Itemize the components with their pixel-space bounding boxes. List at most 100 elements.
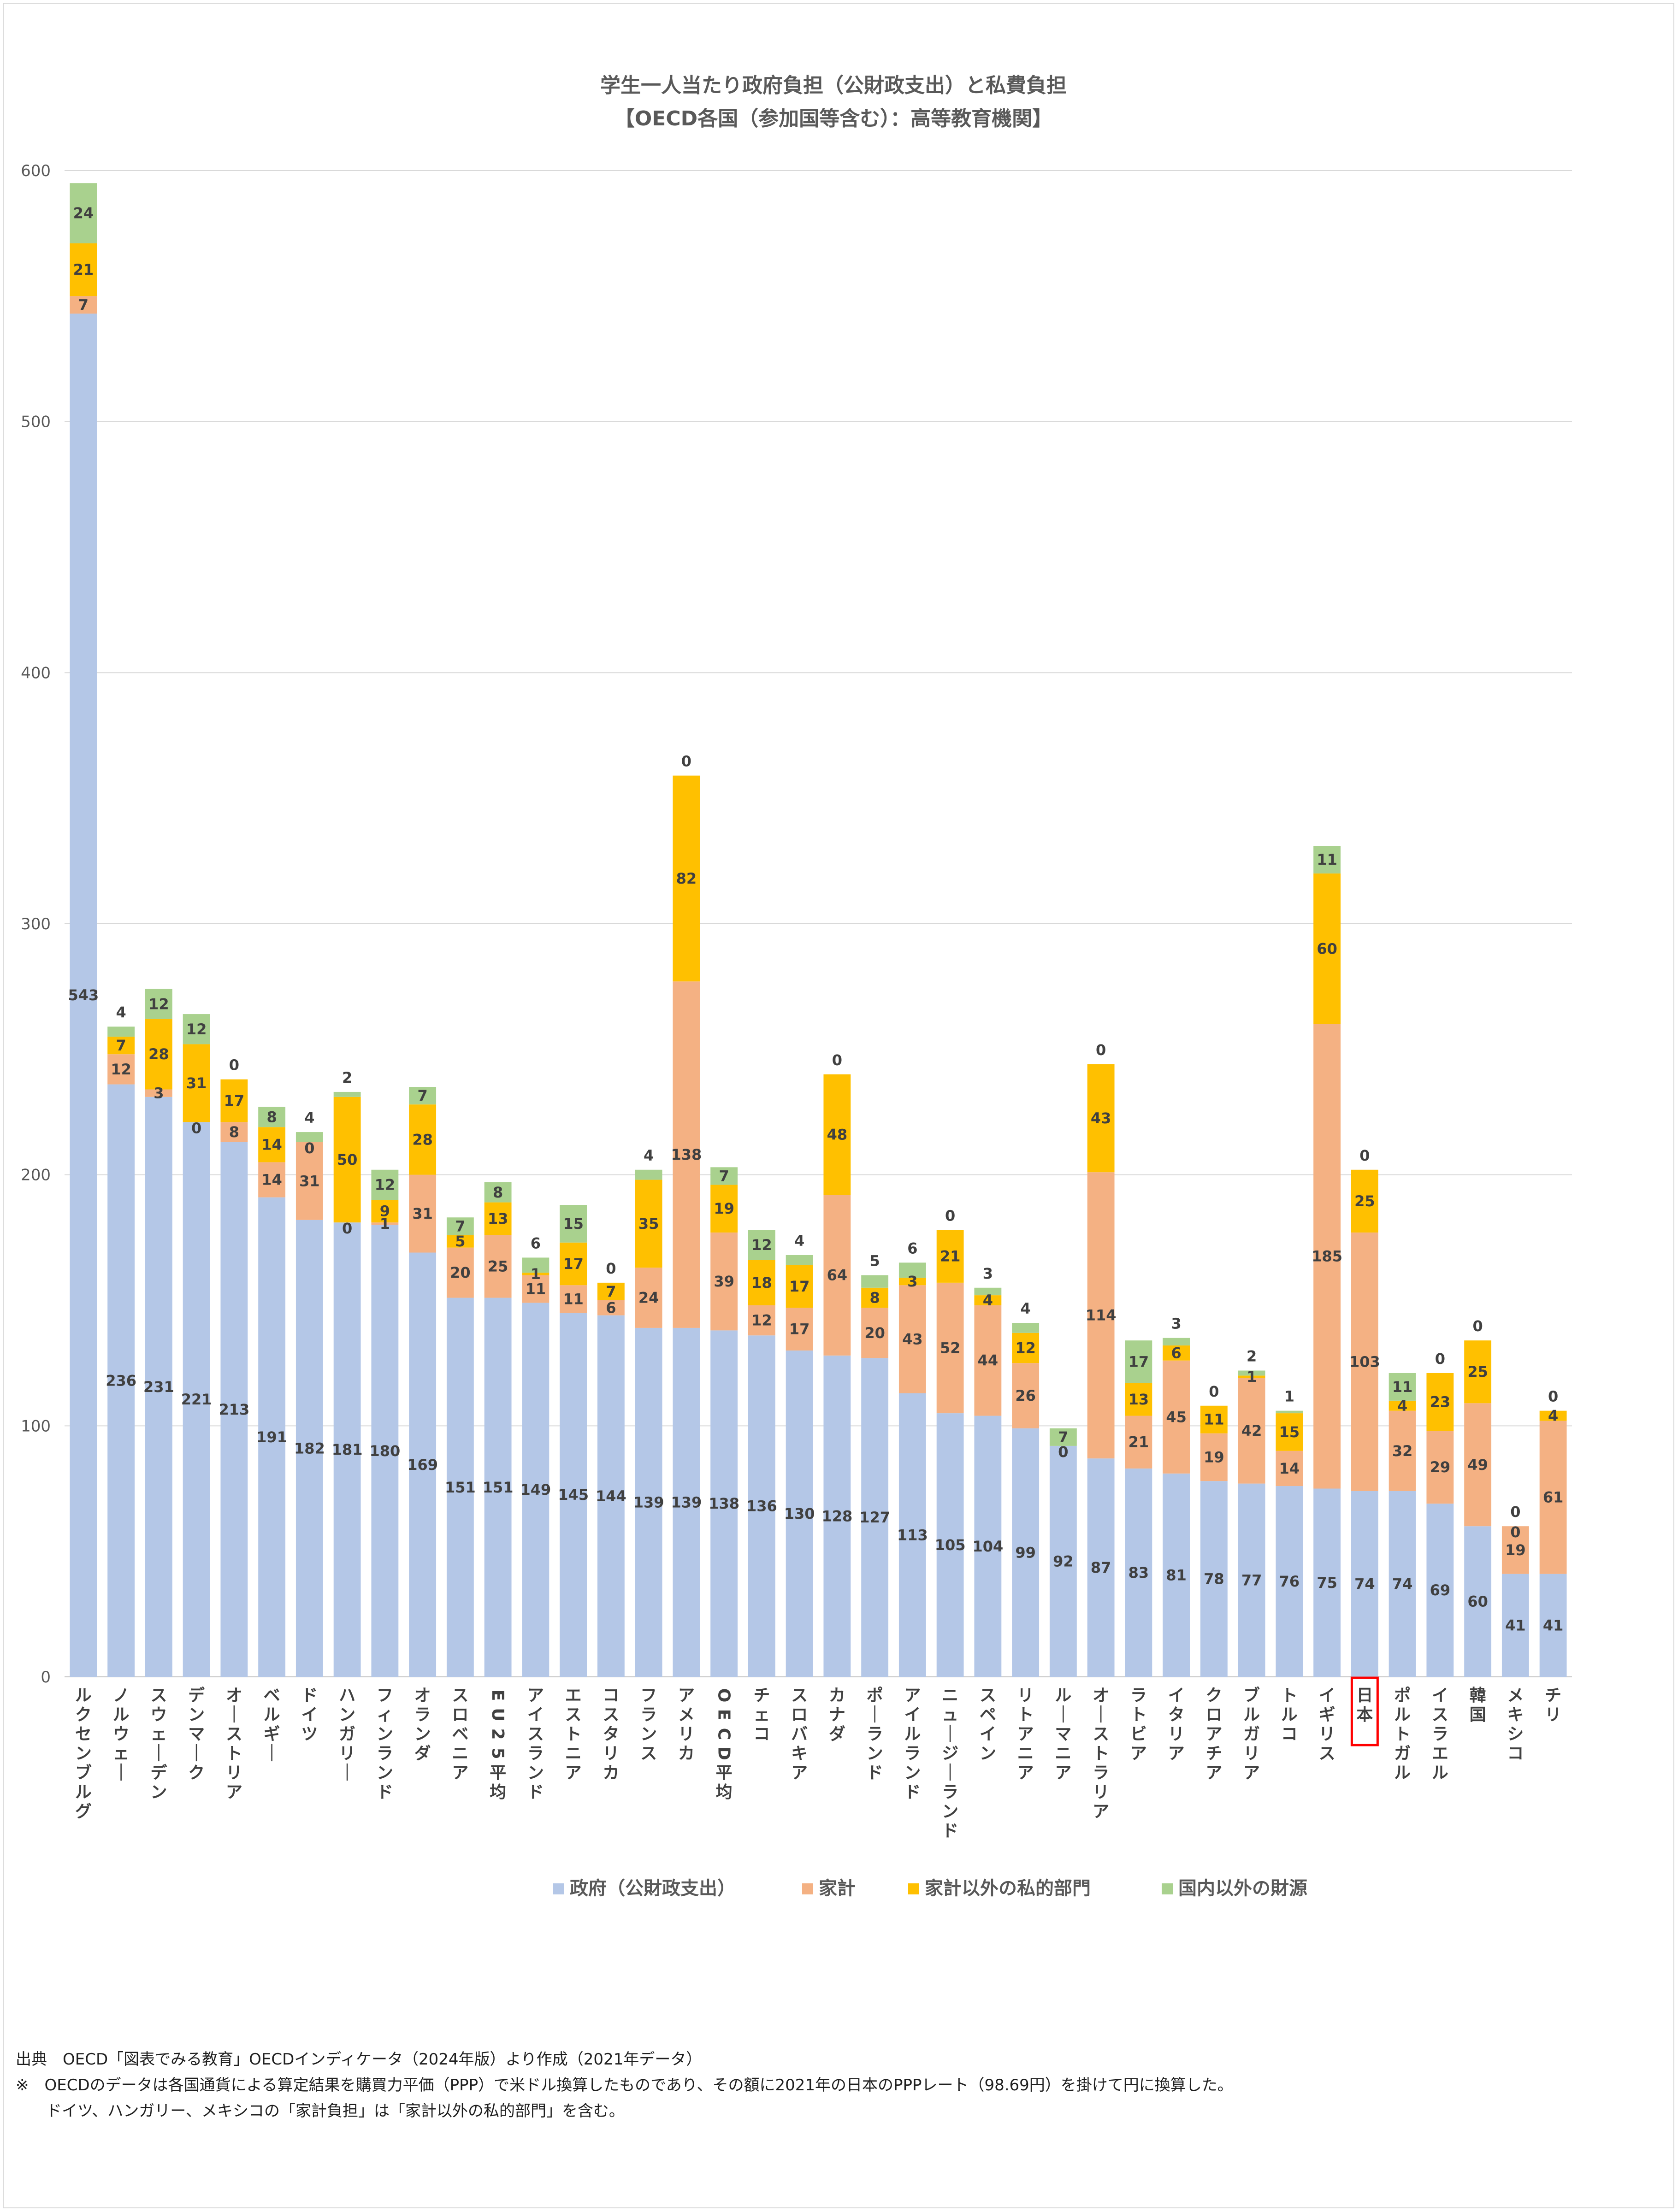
- category-char: ｜: [942, 1763, 958, 1782]
- data-label: 8: [266, 1108, 277, 1126]
- category-char: ロ: [452, 1705, 468, 1724]
- data-label: 76: [1279, 1573, 1300, 1590]
- data-label: 139: [633, 1493, 664, 1511]
- data-label: 17: [563, 1255, 584, 1273]
- category-char: ノ: [113, 1686, 130, 1705]
- data-label: 113: [897, 1526, 928, 1544]
- category-char: ア: [678, 1686, 695, 1705]
- bar-segment: [484, 1235, 512, 1298]
- data-label: 87: [1091, 1559, 1111, 1576]
- category-char: ン: [942, 1802, 958, 1821]
- category-char: ブ: [1243, 1686, 1260, 1705]
- category-char: ｜: [1055, 1705, 1071, 1724]
- category-char: ス: [150, 1686, 167, 1705]
- category-char: O: [715, 1688, 733, 1703]
- bar-segment: [183, 1122, 210, 1677]
- bar-segment: [258, 1127, 286, 1162]
- category-char: ナ: [829, 1705, 845, 1724]
- category-char: カ: [603, 1764, 619, 1782]
- data-label: 0: [342, 1220, 352, 1237]
- data-label: 78: [1204, 1570, 1224, 1588]
- bar-segment: [70, 243, 97, 296]
- category-char: ェ: [113, 1744, 130, 1763]
- data-label: 48: [827, 1126, 848, 1144]
- category-char: ン: [377, 1725, 393, 1744]
- bar-segment: [1200, 1481, 1228, 1677]
- bar-segment: [1539, 1574, 1567, 1677]
- bar-segment: [1163, 1473, 1190, 1677]
- data-label: 0: [1359, 1147, 1370, 1164]
- data-label: 0: [1058, 1443, 1068, 1461]
- category-char: ト: [1017, 1705, 1034, 1724]
- category-char: ン: [980, 1744, 996, 1763]
- category-char: ン: [377, 1764, 393, 1782]
- bar-segment: [1087, 1172, 1115, 1459]
- bar-segment: [1464, 1526, 1492, 1677]
- data-label: 12: [111, 1061, 131, 1078]
- data-label: 82: [676, 870, 697, 887]
- bar-segment: [145, 1097, 172, 1677]
- category-char: ト: [1281, 1686, 1298, 1705]
- data-label: 8: [229, 1123, 239, 1141]
- category-char: ガ: [1243, 1725, 1260, 1744]
- data-label: 0: [1058, 1443, 1068, 1461]
- bar-segment: [786, 1265, 813, 1308]
- category-char: ポ: [1394, 1686, 1411, 1705]
- category-char: ジ: [942, 1744, 958, 1763]
- category-char: ド: [377, 1783, 393, 1802]
- bar-segment: [1426, 1373, 1454, 1431]
- category-char: ブ: [75, 1763, 92, 1782]
- data-label: 191: [256, 1428, 287, 1446]
- bar-segment: [1238, 1370, 1265, 1376]
- data-label: 69: [1430, 1581, 1451, 1599]
- data-label: 11: [1204, 1411, 1224, 1428]
- data-label: 20: [864, 1324, 885, 1342]
- category-char: オ: [226, 1686, 242, 1705]
- data-label: 81: [1166, 1566, 1187, 1584]
- data-label: 17: [789, 1321, 810, 1338]
- category-char: リ: [339, 1744, 355, 1763]
- data-label: 0: [1472, 1317, 1483, 1335]
- category-char: ア: [1243, 1764, 1260, 1782]
- category-char: ュ: [942, 1705, 958, 1724]
- category-char: ル: [904, 1725, 921, 1744]
- data-label: 28: [412, 1131, 433, 1148]
- data-label: 99: [1015, 1544, 1036, 1561]
- data-label: 7: [1058, 1428, 1068, 1446]
- y-tick-label: 0: [41, 1668, 51, 1687]
- category-char: ス: [791, 1686, 808, 1705]
- category-label: 韓国: [1470, 1686, 1486, 1724]
- category-char: ギ: [1319, 1705, 1335, 1724]
- category-label: トルコ: [1281, 1686, 1298, 1744]
- bar-segment: [1238, 1483, 1265, 1677]
- bar-segment: [1276, 1451, 1303, 1486]
- category-char: ラ: [942, 1783, 958, 1802]
- bar-segment: [1087, 1064, 1115, 1173]
- legend: 政府（公財政支出） 家計 家計以外の私的部門 国内以外の財源: [553, 1878, 1307, 1899]
- data-label: 92: [1053, 1552, 1074, 1570]
- category-char: ニ: [452, 1744, 468, 1763]
- category-char: オ: [1093, 1686, 1109, 1705]
- data-label: 11: [1392, 1378, 1413, 1396]
- category-char: マ: [1055, 1725, 1071, 1744]
- category-char: ロ: [791, 1705, 808, 1724]
- bar-segment: [1464, 1403, 1492, 1527]
- data-label: 1: [531, 1265, 541, 1283]
- category-char: ト: [565, 1725, 582, 1744]
- category-char: ト: [1093, 1744, 1109, 1763]
- bar-segment: [1501, 1526, 1529, 1574]
- data-label: 74: [1354, 1575, 1375, 1593]
- bar-segment: [560, 1285, 587, 1313]
- chart-frame: [3, 3, 1674, 2208]
- category-char: ア: [1205, 1725, 1222, 1744]
- data-label: 105: [935, 1536, 966, 1554]
- category-char: リ: [1243, 1744, 1260, 1763]
- legend-label: 家計以外の私的部門: [925, 1878, 1091, 1899]
- data-label: 180: [369, 1442, 400, 1460]
- data-label: 145: [558, 1486, 589, 1504]
- data-label: 1: [1284, 1388, 1294, 1405]
